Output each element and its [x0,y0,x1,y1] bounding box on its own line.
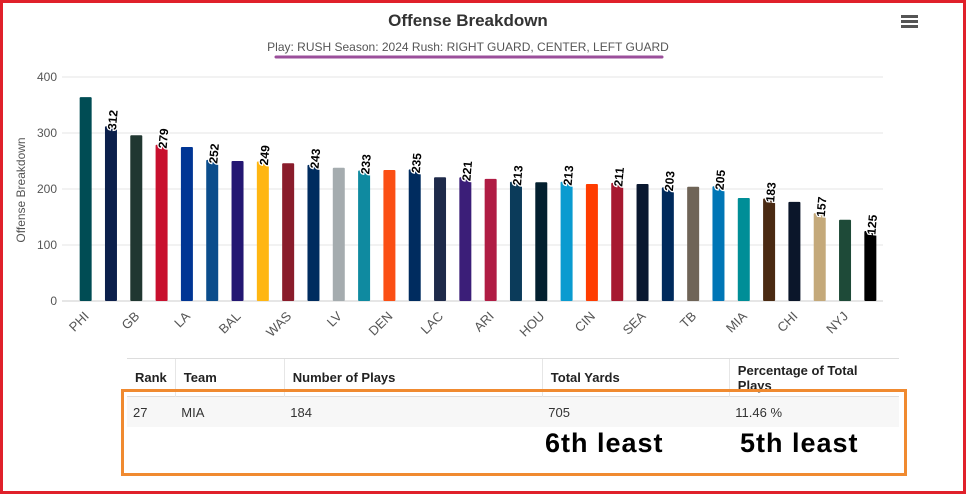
table-row: 27 MIA 184 705 11.46 % [127,396,899,427]
y-tick-label: 400 [37,70,57,84]
data-label: 221 [459,160,475,181]
y-tick-label: 0 [50,294,57,308]
data-label: 213 [561,164,577,185]
data-label: 211 [611,166,627,187]
x-tick-label: LV [324,308,345,329]
menu-line[interactable] [901,25,918,28]
y-tick-label: 300 [37,126,57,140]
bar [459,177,472,301]
annotation: 5th least [740,428,859,458]
bar [256,161,269,301]
bar [661,187,674,301]
cell: 27 [127,396,176,427]
bar [585,183,598,301]
bar [104,126,117,301]
bar [206,159,219,301]
data-label: 312 [105,109,121,130]
x-tick-label: SEA [620,308,649,337]
bar [484,178,497,301]
bar [687,186,700,301]
bar [282,163,295,301]
bar [712,186,725,301]
x-tick-label: WAS [263,308,294,339]
x-tick-label: ARI [471,309,497,335]
data-label: 213 [510,164,526,185]
bar [332,167,345,301]
x-tick-label: BAL [216,309,244,337]
bar [763,198,776,301]
x-tick-label: LA [171,308,193,330]
cell: 705 [542,396,730,427]
menu-button[interactable] [901,15,918,28]
bar [155,144,168,301]
data-label: 157 [814,196,830,217]
cell: 184 [284,396,543,427]
x-tick-label: GB [119,309,143,333]
bar [383,169,396,301]
data-label: 252 [206,143,222,164]
bar [79,97,92,301]
bar [813,213,826,301]
cell: MIA [175,396,285,427]
data-label: 203 [662,170,678,191]
chart-subtitle: Play: RUSH Season: 2024 Rush: RIGHT GUAR… [267,40,669,54]
data-label: 249 [257,144,273,165]
bar [864,231,877,301]
y-tick-label: 200 [37,182,57,196]
bar [180,147,193,301]
data-label: 205 [713,169,729,190]
bar [307,164,320,301]
x-tick-label: TB [677,309,699,331]
x-tick-label: PHI [66,309,92,335]
highlight-box [121,389,907,476]
x-tick-label: DEN [366,309,396,339]
data-table: Rank Team Number of Plays Total Yards Pe… [127,358,899,427]
x-tick-label: HOU [516,309,547,340]
data-label: 233 [358,153,374,174]
y-tick-label: 100 [37,238,57,252]
data-label: 243 [308,148,324,169]
bar [535,182,548,301]
bar [839,219,852,301]
x-tick-label: MIA [723,308,750,335]
bar [560,181,573,301]
annotation: 6th least [545,428,664,458]
bar [130,135,143,301]
bar [408,169,421,301]
bar [434,177,447,301]
bar [737,197,750,301]
chart-title: Offense Breakdown [388,11,548,30]
data-label: 235 [409,152,425,173]
x-tick-label: NYJ [823,309,851,337]
menu-line[interactable] [901,15,918,18]
x-tick-label: LAC [418,309,446,337]
data-label: 125 [864,214,880,235]
data-label: 279 [156,128,172,149]
data-label: 183 [763,181,779,202]
x-tick-label: CHI [774,309,800,335]
bar [358,170,371,301]
cell: 11.46 % [729,396,899,427]
bar [611,182,624,301]
bar [231,161,244,301]
bar [509,181,522,301]
y-axis-label: Offense Breakdown [14,137,28,242]
x-tick-label: CIN [572,309,598,335]
menu-line[interactable] [901,20,918,23]
bar [788,201,801,301]
bar [636,183,649,301]
